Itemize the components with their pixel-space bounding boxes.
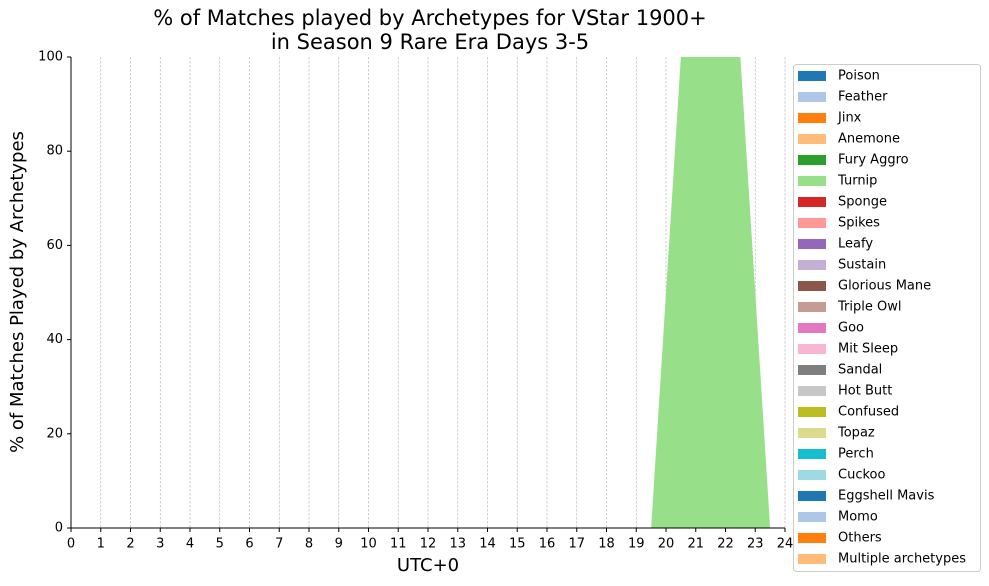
legend-swatch <box>798 491 826 501</box>
legend-label: Momo <box>838 510 878 525</box>
x-tick-label: 20 <box>658 537 675 552</box>
legend-swatch <box>798 92 826 102</box>
legend-label: Glorious Mane <box>838 279 931 294</box>
x-tick-label: 1 <box>97 537 105 552</box>
y-tick-label: 80 <box>46 144 63 159</box>
legend-label: Triple Owl <box>837 300 901 315</box>
x-tick-label: 8 <box>305 537 313 552</box>
area <box>85 57 771 528</box>
legend-label: Fury Aggro <box>838 153 909 168</box>
legend-label: Anemone <box>838 132 900 147</box>
legend-swatch <box>798 365 826 375</box>
x-tick-label: 18 <box>598 537 615 552</box>
legend-label: Sandal <box>838 363 882 378</box>
x-tick-label: 10 <box>360 537 377 552</box>
chart-title: % of Matches played by Archetypes for VS… <box>153 6 707 30</box>
legend-swatch <box>798 323 826 333</box>
legend-label: Feather <box>838 90 888 105</box>
x-tick-label: 22 <box>717 537 734 552</box>
chart-title: in Season 9 Rare Era Days 3-5 <box>271 30 589 54</box>
legend-label: Multiple archetypes <box>838 552 966 567</box>
x-tick-label: 13 <box>449 537 466 552</box>
plot-area <box>70 57 786 528</box>
legend-label: Others <box>838 531 882 546</box>
legend-swatch <box>798 176 826 186</box>
x-tick-label: 15 <box>509 537 526 552</box>
legend-swatch <box>798 239 826 249</box>
y-tick-label: 0 <box>55 521 63 536</box>
legend-swatch <box>798 71 826 81</box>
legend-label: Sustain <box>838 258 886 273</box>
x-tick-label: 3 <box>156 537 164 552</box>
legend-swatch <box>798 281 826 291</box>
x-tick-label: 12 <box>420 537 437 552</box>
x-tick-label: 23 <box>747 537 764 552</box>
legend-swatch <box>798 113 826 123</box>
x-tick-label: 14 <box>479 537 496 552</box>
x-tick-label: 16 <box>539 537 556 552</box>
legend-swatch <box>798 260 826 270</box>
x-tick-label: 5 <box>216 537 224 552</box>
x-tick-label: 9 <box>335 537 343 552</box>
x-tick-label: 24 <box>777 537 794 552</box>
x-tick-label: 6 <box>245 537 253 552</box>
legend-swatch <box>798 407 826 417</box>
legend-swatch <box>798 302 826 312</box>
y-axis-label: % of Matches Played by Archetypes <box>7 131 28 453</box>
legend-swatch <box>798 344 826 354</box>
legend-swatch <box>798 470 826 480</box>
legend-label: Jinx <box>837 111 862 126</box>
legend-label: Turnip <box>837 174 877 189</box>
legend-label: Poison <box>838 69 880 84</box>
legend-label: Perch <box>838 447 874 462</box>
x-tick-label: 7 <box>275 537 283 552</box>
x-tick-label: 19 <box>628 537 645 552</box>
legend-label: Confused <box>838 405 899 420</box>
legend-swatch <box>798 512 826 522</box>
x-tick-label: 0 <box>67 537 75 552</box>
legend-label: Eggshell Mavis <box>838 489 935 504</box>
legend-swatch <box>798 554 826 564</box>
legend-label: Hot Butt <box>838 384 892 399</box>
legend-label: Goo <box>838 321 864 336</box>
legend-swatch <box>798 134 826 144</box>
y-tick-label: 40 <box>46 332 63 347</box>
x-tick-label: 21 <box>687 537 704 552</box>
x-tick-label: 17 <box>568 537 585 552</box>
y-tick-label: 100 <box>38 50 63 65</box>
legend-label: Mit Sleep <box>838 342 898 357</box>
legend-swatch <box>798 386 826 396</box>
legend-label: Spikes <box>838 216 880 231</box>
legend-label: Topaz <box>837 426 875 441</box>
y-tick-label: 60 <box>46 238 63 253</box>
x-tick-label: 4 <box>186 537 194 552</box>
legend-label: Leafy <box>838 237 873 252</box>
x-axis-label: UTC+0 <box>397 555 459 576</box>
legend-label: Sponge <box>838 195 887 210</box>
x-tick-label: 11 <box>390 537 407 552</box>
legend-swatch <box>798 533 826 543</box>
legend-label: Cuckoo <box>838 468 885 483</box>
legend-swatch <box>798 155 826 165</box>
legend-swatch <box>798 197 826 207</box>
legend-box <box>793 64 981 572</box>
legend-swatch <box>798 218 826 228</box>
x-tick-label: 2 <box>126 537 134 552</box>
y-tick-label: 20 <box>46 426 63 441</box>
legend-swatch <box>798 428 826 438</box>
legend-swatch <box>798 449 826 459</box>
